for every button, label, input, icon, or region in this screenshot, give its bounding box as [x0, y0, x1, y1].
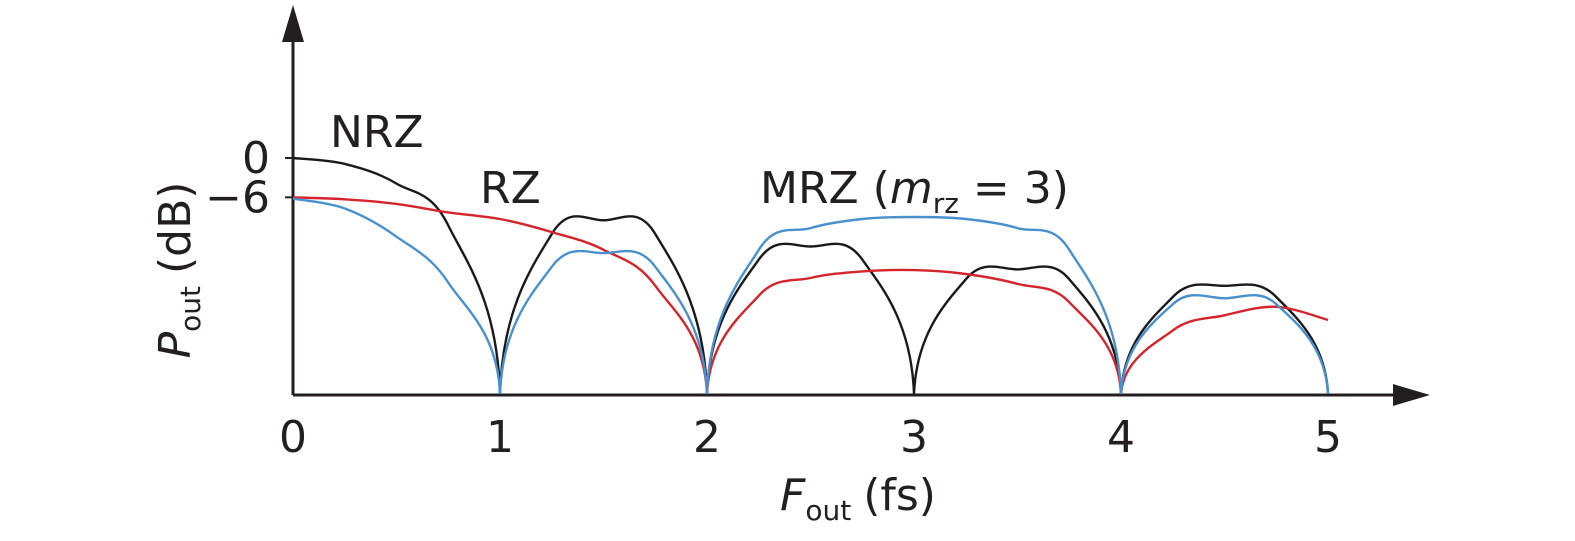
y-axis-title-main: P [150, 331, 201, 358]
series-line-rz [292, 196, 1329, 395]
mrz-label-part-1: MRZ ( [760, 163, 890, 214]
x-tick-label: 4 [1107, 412, 1135, 463]
mrz-label-m: m [890, 163, 933, 214]
mrz-label-sub: rz [933, 187, 959, 220]
x-tick-label: 3 [900, 412, 928, 463]
y-axis-title: Pout (dB) [150, 182, 207, 359]
mrz-label-part-4: = 3) [959, 163, 1069, 214]
x-axis-arrow [1393, 384, 1430, 406]
y-axis-title-unit: (dB) [150, 182, 201, 274]
series-layer [292, 156, 1330, 395]
x-tick-label: 2 [693, 412, 721, 463]
x-axis-title-main: F [780, 470, 806, 521]
series-line-mrz [292, 197, 1330, 395]
y-tick-labels: 0−6 [205, 133, 293, 223]
series-label-mrz: MRZ (mrz = 3) [760, 163, 1069, 220]
x-axis-title-unit: (fs) [863, 470, 936, 521]
x-axis-title-sub: out [805, 494, 851, 527]
y-axis-title-sub: out [174, 286, 207, 332]
x-tick-label: 1 [486, 412, 514, 463]
x-tick-label: 5 [1314, 412, 1342, 463]
x-tick-label: 0 [279, 412, 307, 463]
series-line-nrz [292, 156, 1330, 395]
y-axis-arrow [282, 5, 304, 42]
series-label-nrz: NRZ [330, 107, 424, 158]
y-tick-label: −6 [205, 172, 270, 223]
y-tick-label: 0 [242, 133, 270, 184]
x-axis-title: Fout (fs) [780, 470, 936, 527]
x-tick-labels: 0 1 2 3 4 5 [279, 412, 1342, 463]
series-label-rz: RZ [480, 163, 541, 214]
